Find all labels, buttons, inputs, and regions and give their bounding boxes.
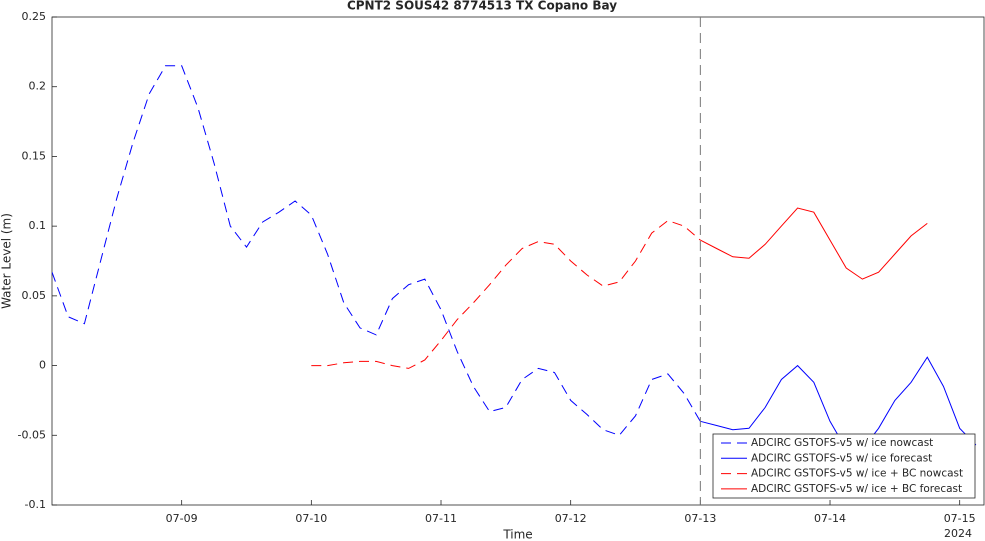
y-tick-label: 0 bbox=[39, 359, 46, 372]
y-tick-label: -0.05 bbox=[18, 428, 46, 441]
legend-label: ADCIRC GSTOFS-v5 w/ ice + BC forecast bbox=[751, 483, 962, 495]
x-year-label: 2024 bbox=[944, 527, 972, 540]
series-line bbox=[52, 65, 701, 436]
x-tick-label: 07-14 bbox=[814, 512, 846, 525]
chart-title: CPNT2 SOUS42 8774513 TX Copano Bay bbox=[347, 0, 617, 13]
x-axis-label: Time bbox=[502, 528, 532, 541]
plot-area bbox=[51, 16, 985, 506]
x-tick-label: 07-15 bbox=[944, 512, 976, 525]
legend-box bbox=[712, 433, 976, 499]
series-line bbox=[700, 207, 928, 280]
series-line bbox=[311, 220, 701, 369]
y-tick-label: 0.05 bbox=[22, 289, 47, 302]
legend-label: ADCIRC GSTOFS-v5 w/ ice + BC nowcast bbox=[751, 468, 963, 480]
y-tick-label: 0.15 bbox=[22, 149, 47, 162]
y-axis-label: Water Level (m) bbox=[0, 213, 14, 309]
y-tick-label: 0.1 bbox=[29, 219, 47, 232]
x-tick-label: 07-11 bbox=[425, 512, 457, 525]
x-tick-label: 07-10 bbox=[295, 512, 327, 525]
y-tick-label: -0.1 bbox=[25, 498, 46, 511]
x-tick-label: 07-12 bbox=[555, 512, 587, 525]
x-tick-label: 07-09 bbox=[166, 512, 198, 525]
y-tick-label: 0.25 bbox=[22, 10, 47, 23]
legend-label: ADCIRC GSTOFS-v5 w/ ice nowcast bbox=[751, 437, 933, 449]
x-tick-label: 07-13 bbox=[684, 512, 716, 525]
y-tick-label: 0.2 bbox=[29, 80, 47, 93]
legend-label: ADCIRC GSTOFS-v5 w/ ice forecast bbox=[751, 452, 932, 464]
